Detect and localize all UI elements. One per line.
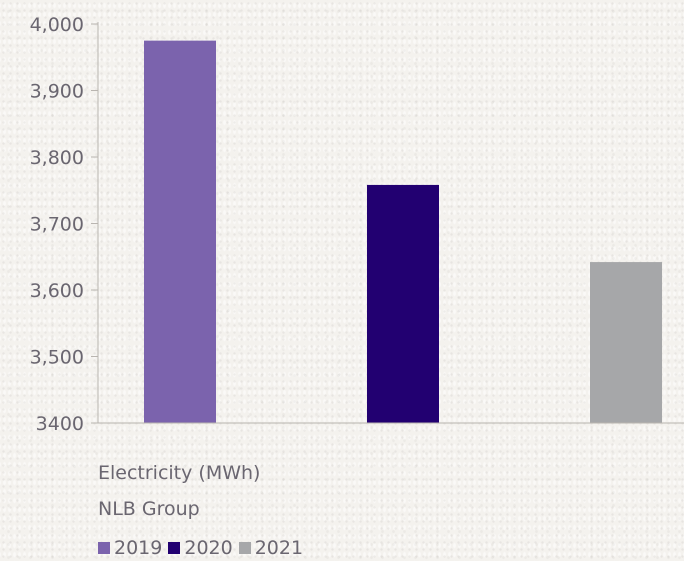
y-tick-label: 4,000	[30, 14, 84, 36]
y-axis-ticks: 3400 3,500 3,600 3,700 3,800 3,900 4,000	[30, 14, 98, 435]
legend-swatch	[98, 542, 110, 554]
legend: 2019 2020 2021	[98, 537, 309, 559]
y-tick-label: 3,900	[30, 81, 84, 103]
legend-swatch	[168, 542, 181, 554]
y-tick-label: 3,800	[30, 147, 84, 169]
legend-label: 2019	[114, 537, 163, 559]
legend-item-2019: 2019	[98, 537, 162, 559]
legend-label: 2021	[254, 537, 304, 559]
legend-item-2021: 2021	[238, 537, 304, 559]
y-tick-label: 3400	[36, 413, 84, 435]
legend-item-2020: 2020	[168, 537, 233, 559]
electricity-bar-chart: 3400 3,500 3,600 3,700 3,800 3,900 4,000	[30, 14, 684, 435]
metric-label: Electricity (MWh)	[98, 462, 261, 484]
legend-label: 2020	[184, 537, 233, 559]
entity-label: NLB Group	[98, 498, 200, 520]
bar-2021	[590, 262, 662, 423]
y-tick-label: 3,500	[30, 347, 84, 369]
y-tick-label: 3,600	[30, 280, 84, 302]
bars	[144, 40, 662, 423]
bar-2019	[144, 40, 216, 423]
legend-swatch	[238, 542, 251, 554]
y-tick-label: 3,700	[30, 214, 84, 236]
bar-2020	[367, 184, 439, 423]
